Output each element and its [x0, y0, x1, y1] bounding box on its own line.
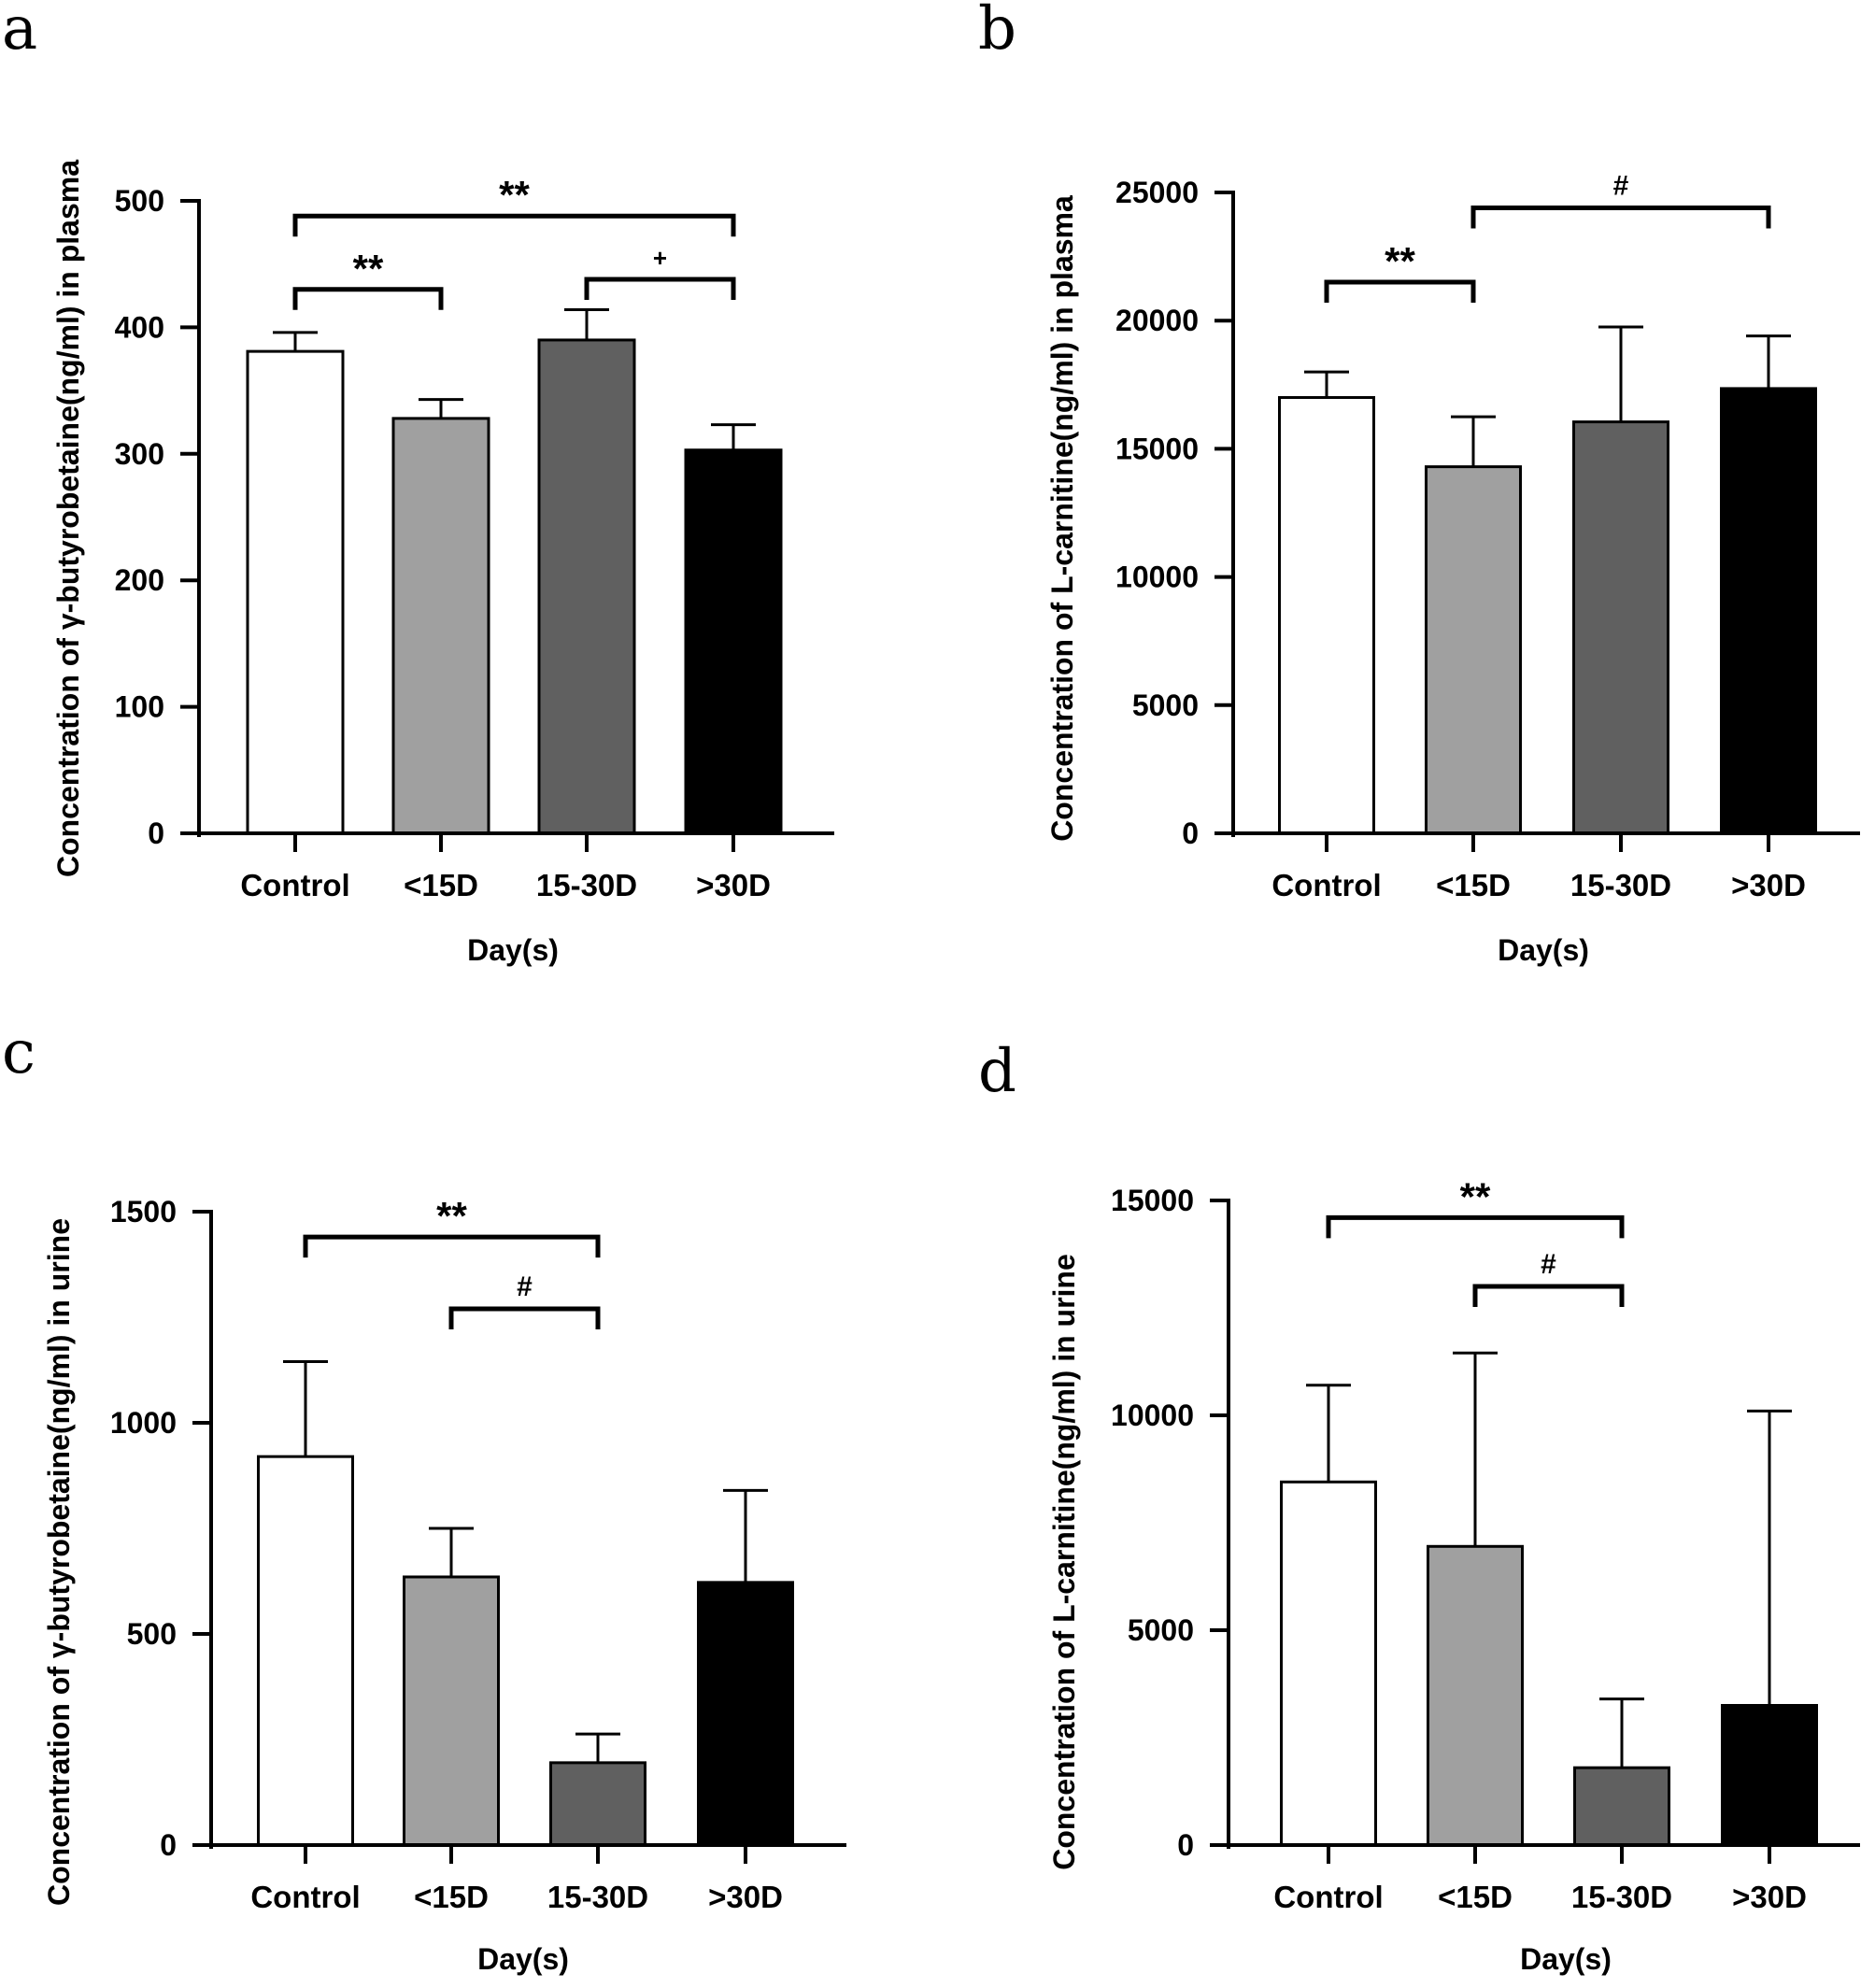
- panel-d-category-label-0: Control: [1273, 1880, 1383, 1914]
- panel-b-bar-4: [1720, 387, 1817, 835]
- panel-b: b Concentration of L-carnitine(ng/ml) in…: [978, 0, 1860, 967]
- panel-c-category-label-0: Control: [250, 1880, 360, 1914]
- panel-d-bar-2: [1427, 1544, 1524, 1847]
- panel-c-y-tick-label-3: 1500: [110, 1195, 177, 1228]
- panel-d-y-tick-label-2: 10000: [1111, 1399, 1194, 1432]
- panel-c-significance-label-0: **: [436, 1194, 467, 1238]
- panel-d-y-tick-label-0: 0: [1177, 1828, 1194, 1862]
- panel-a-bar-2: [391, 417, 490, 835]
- panel-a-y-tick-label-5: 500: [115, 184, 164, 218]
- panel-d-y-tick-label-1: 5000: [1128, 1613, 1194, 1647]
- panel-d: d Concentration of L-carnitine(ng/ml) in…: [978, 1037, 1860, 1976]
- panel-d-significance-bracket-0: [1326, 1214, 1625, 1239]
- panel-b-y-tick-label-5: 25000: [1115, 176, 1199, 209]
- panel-d-x-axis-label: Day(s): [1520, 1942, 1612, 1976]
- panel-c-y-tick-label-2: 1000: [110, 1406, 177, 1440]
- panel-a-significance-bracket-0: [292, 213, 736, 237]
- panel-d-category-label-1: <15D: [1438, 1880, 1513, 1914]
- panel-c-y-axis-label: Concentration of γ-butyrobetaine(ng/ml) …: [42, 1218, 76, 1906]
- panel-c-y-tick-label-0: 0: [160, 1828, 177, 1862]
- panel-d-bar-3: [1573, 1766, 1670, 1847]
- panel-b-category-label-1: <15D: [1436, 868, 1511, 902]
- panel-c-significance-bracket-0: [303, 1234, 601, 1258]
- panel-d-bar-1: [1280, 1480, 1377, 1847]
- panel-b-significance-label-0: **: [1385, 239, 1415, 283]
- panel-a-category-label-2: 15-30D: [536, 868, 637, 902]
- panel-c-bar-1: [257, 1455, 354, 1847]
- panel-b-y-tick-label-2: 10000: [1115, 561, 1199, 594]
- panel-b-y-axis-label: Concentration of L-carnitine(ng/ml) in p…: [1045, 195, 1079, 842]
- panel-d-y-axis-label: Concentration of L-carnitine(ng/ml) in u…: [1047, 1254, 1081, 1870]
- panel-c-category-label-3: >30D: [708, 1880, 783, 1914]
- panel-a-y-tick-label-4: 400: [115, 310, 164, 344]
- panel-a: a Concentration of γ-butyrobetaine(ng/ml…: [2, 0, 834, 967]
- panel-a-bar-4: [684, 448, 783, 835]
- panel-c-bar-2: [403, 1575, 500, 1847]
- panel-c-y-tick-label-1: 500: [127, 1617, 177, 1651]
- panel-c-plot: 0 500 1000 1500 Control <15D 15-30D >30D ** #: [110, 1194, 846, 1914]
- panel-c: c Concentration of γ-butyrobetaine(ng/ml…: [2, 1018, 846, 1976]
- panel-a-y-axis-label: Concentration of γ-butyrobetaine(ng/ml) …: [51, 160, 85, 877]
- panel-a-y-tick-label-2: 200: [115, 563, 164, 597]
- panel-c-letter: c: [2, 1018, 36, 1087]
- panel-b-bar-2: [1425, 465, 1522, 835]
- panel-b-y-tick-label-3: 15000: [1115, 432, 1199, 465]
- panel-b-letter: b: [978, 0, 1016, 64]
- panel-a-letter: a: [2, 0, 37, 64]
- panel-d-plot: 0 5000 10000 15000 Control <15D 15-30D >30D ** #: [1111, 1174, 1860, 1914]
- panel-d-significance-label-1: #: [1541, 1249, 1556, 1280]
- panel-c-significance-label-1: #: [517, 1271, 533, 1302]
- panel-a-significance-bracket-1: [292, 287, 444, 310]
- panel-b-category-label-0: Control: [1271, 868, 1381, 902]
- panel-a-bar-1: [246, 349, 345, 835]
- panel-a-significance-label-0: **: [499, 173, 530, 217]
- panel-c-significance-bracket-1: [448, 1306, 601, 1329]
- panel-a-bar-3: [537, 338, 636, 835]
- panel-b-y-tick-label-1: 5000: [1132, 689, 1199, 722]
- panel-a-category-label-3: >30D: [696, 868, 771, 902]
- panel-b-y-tick-label-4: 20000: [1115, 304, 1199, 337]
- panel-a-significance-bracket-2: [584, 277, 736, 300]
- panel-c-category-label-1: <15D: [414, 1880, 489, 1914]
- panel-d-letter: d: [978, 1037, 1016, 1106]
- panel-d-category-label-2: 15-30D: [1571, 1880, 1672, 1914]
- panel-d-bar-4: [1721, 1704, 1818, 1847]
- panel-c-bar-3: [549, 1761, 646, 1847]
- panel-b-significance-bracket-1: [1470, 205, 1771, 229]
- panel-a-significance-label-2: +: [653, 244, 667, 272]
- panel-b-category-label-3: >30D: [1731, 868, 1806, 902]
- panel-a-category-label-1: <15D: [404, 868, 478, 902]
- panel-a-category-label-0: Control: [240, 868, 349, 902]
- panel-a-plot: 0 100 200 300 400 500 Control <15D 15-30D >30D ** *…: [115, 173, 834, 902]
- panel-a-y-tick-label-0: 0: [148, 816, 164, 850]
- panel-b-y-tick-label-0: 0: [1182, 816, 1199, 850]
- panel-b-significance-bracket-0: [1324, 279, 1476, 304]
- panel-d-y-tick-label-3: 15000: [1111, 1184, 1194, 1217]
- panel-c-bar-4: [697, 1581, 794, 1847]
- panel-c-category-label-2: 15-30D: [547, 1880, 648, 1914]
- panel-a-y-tick-label-3: 300: [115, 437, 164, 471]
- panel-d-category-label-3: >30D: [1732, 1880, 1807, 1914]
- panel-a-y-tick-label-1: 100: [115, 690, 164, 724]
- panel-a-significance-label-1: **: [353, 247, 384, 291]
- panel-b-plot: 0 5000 10000 15000 20000 25000 Control <15D 15-3…: [1115, 170, 1860, 902]
- panel-b-category-label-2: 15-30D: [1570, 868, 1671, 902]
- panel-d-significance-bracket-1: [1472, 1284, 1625, 1307]
- panel-b-bar-3: [1572, 420, 1669, 835]
- panel-c-x-axis-label: Day(s): [477, 1942, 569, 1976]
- panel-b-x-axis-label: Day(s): [1498, 933, 1589, 967]
- panel-b-bar-1: [1278, 396, 1375, 835]
- panel-a-x-axis-label: Day(s): [467, 933, 559, 967]
- panel-d-significance-label-0: **: [1460, 1174, 1491, 1218]
- panel-b-significance-label-1: #: [1613, 170, 1629, 201]
